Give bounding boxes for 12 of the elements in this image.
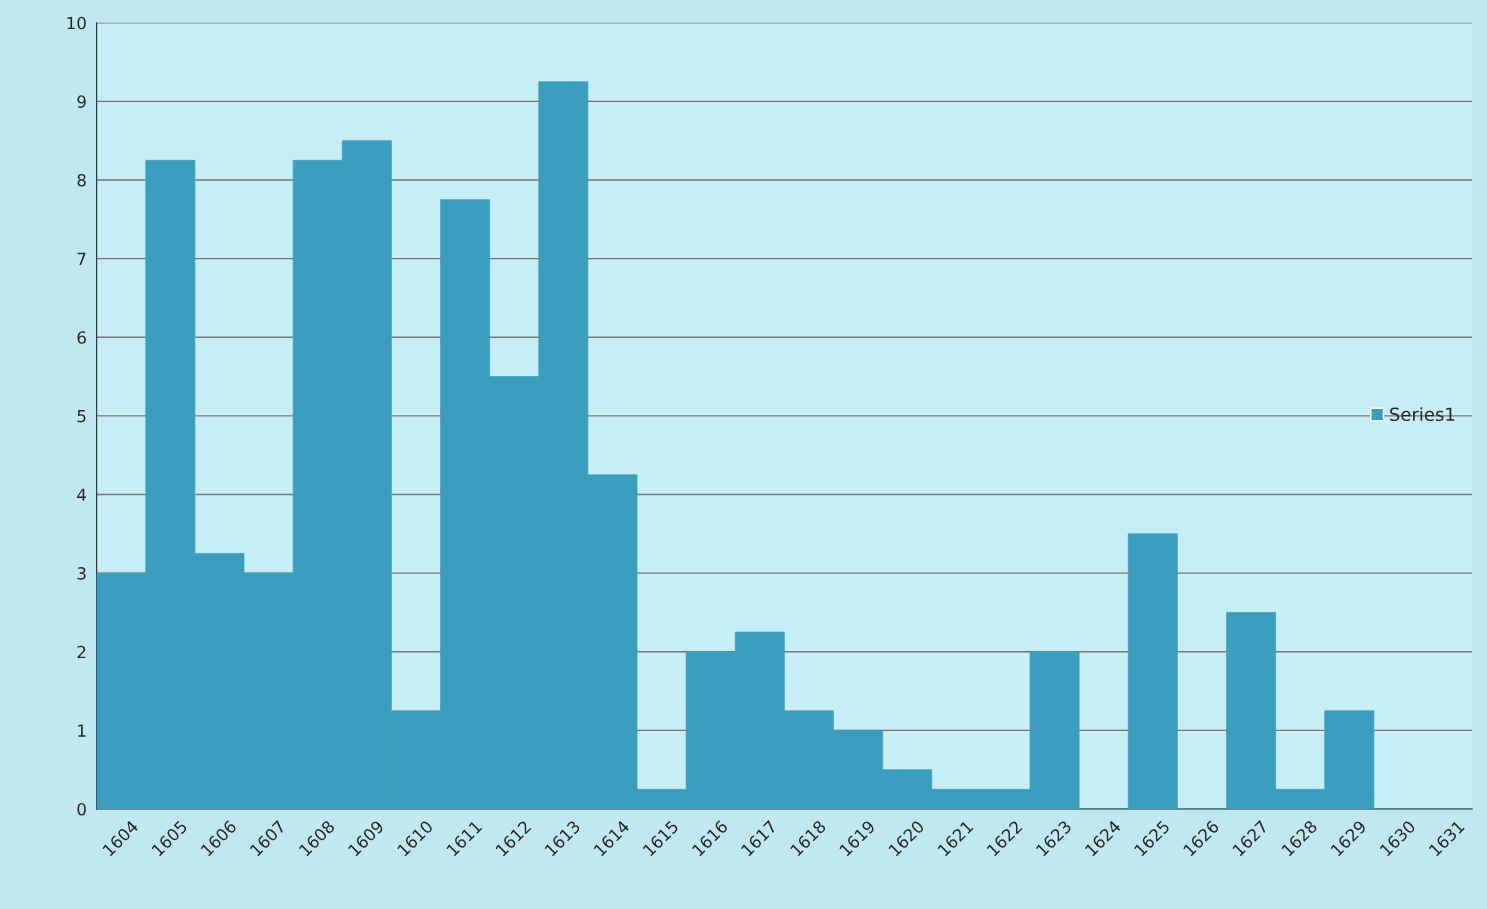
y-tick-label: 7 [77, 252, 86, 265]
y-tick-label: 6 [77, 331, 86, 344]
y-tick-label: 9 [77, 95, 86, 108]
y-tick-label: 5 [77, 410, 86, 423]
legend-label: Series1 [1390, 407, 1455, 422]
y-tick-label: 3 [77, 567, 86, 580]
y-tick-label: 4 [77, 488, 86, 501]
y-tick-label: 10 [67, 16, 86, 30]
y-tick-label: 8 [77, 173, 86, 187]
y-tick-label: 1 [78, 724, 86, 737]
y-tick-label: 0 [77, 802, 86, 816]
y-tick-label: 2 [77, 645, 86, 659]
